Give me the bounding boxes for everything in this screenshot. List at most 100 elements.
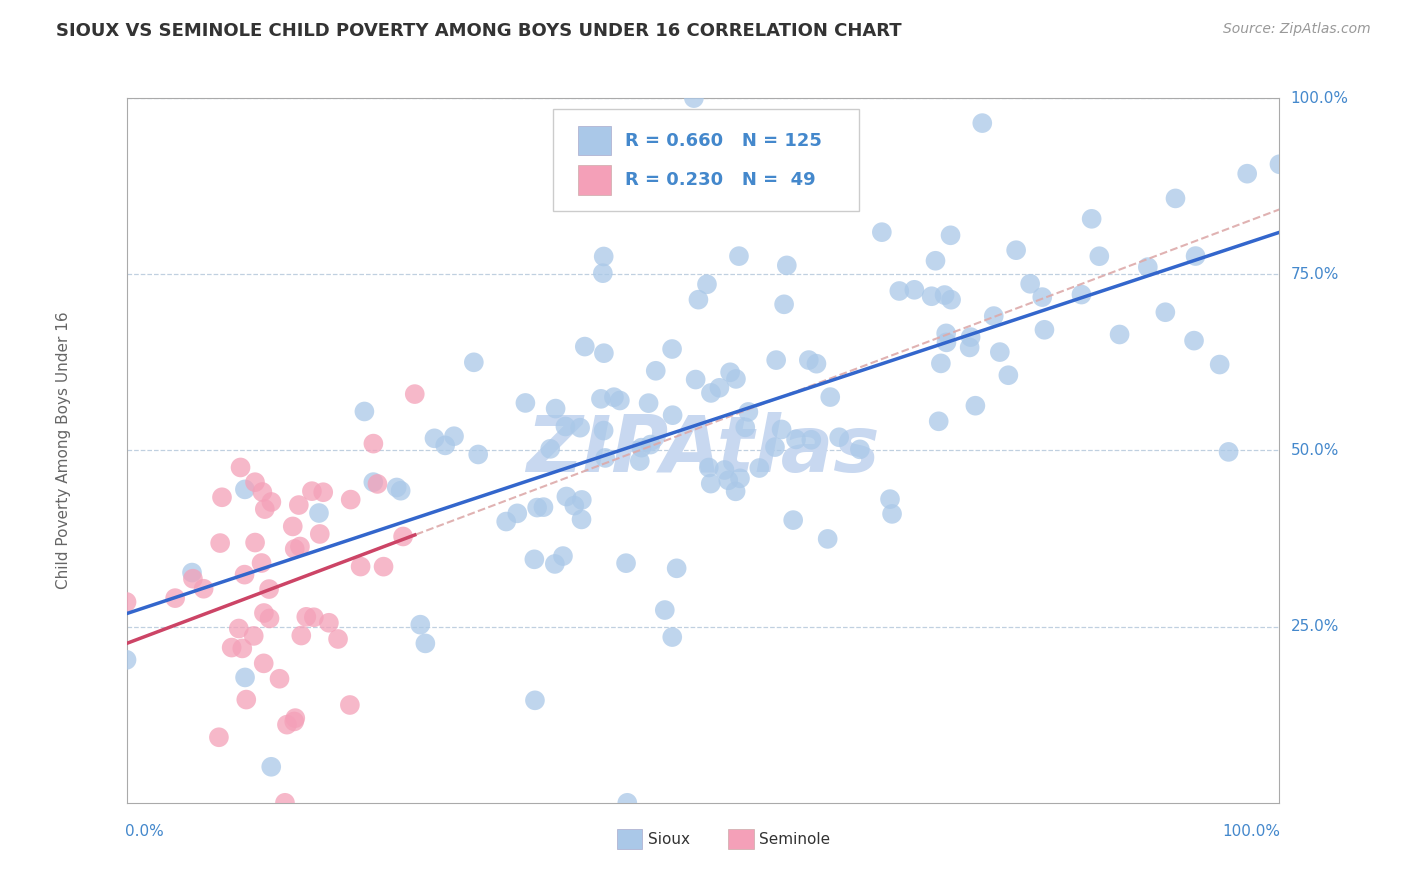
Point (115, 653, 138, 667)
Point (817, 532, 839, 546)
Point (404, 387, 426, 401)
Text: Sioux: Sioux (648, 832, 690, 847)
Point (700, 386, 723, 401)
Text: Seminole: Seminole (759, 832, 831, 847)
Point (770, 422, 793, 436)
Point (1031, 290, 1053, 304)
Point (939, 228, 962, 243)
Point (392, 529, 415, 543)
Bar (578, 126, 610, 155)
Point (233, 670, 256, 684)
Point (260, 760, 283, 774)
Point (229, 460, 252, 475)
Point (1070, 287, 1092, 301)
Point (209, 536, 232, 550)
Point (562, 499, 585, 513)
Point (929, 356, 952, 370)
Text: 75.0%: 75.0% (1291, 267, 1339, 282)
Text: ZIPAtlas: ZIPAtlas (526, 412, 880, 489)
Point (921, 289, 943, 303)
Point (1019, 277, 1042, 291)
FancyBboxPatch shape (553, 109, 859, 211)
Point (765, 353, 787, 368)
Point (281, 519, 304, 533)
Point (589, 392, 612, 406)
Point (288, 498, 311, 512)
Point (423, 431, 446, 445)
Point (574, 340, 596, 354)
Point (181, 566, 204, 580)
Point (1136, 260, 1159, 274)
Point (523, 552, 546, 566)
Point (1182, 334, 1205, 348)
Point (463, 355, 485, 369)
Point (734, 420, 756, 434)
Point (928, 414, 950, 428)
Point (879, 492, 901, 507)
Point (717, 473, 740, 487)
Point (616, 796, 638, 810)
Point (533, 500, 555, 515)
Point (700, 476, 723, 491)
Point (773, 297, 796, 311)
Text: Child Poverty Among Boys Under 16: Child Poverty Among Boys Under 16 (56, 311, 70, 590)
Point (385, 480, 408, 494)
Point (415, 636, 437, 650)
Point (339, 492, 361, 507)
Point (284, 711, 307, 725)
Point (467, 447, 489, 461)
Point (363, 436, 385, 450)
Point (728, 471, 751, 485)
Point (242, 629, 264, 643)
Text: 25.0%: 25.0% (1291, 619, 1339, 634)
Point (640, 437, 662, 451)
Point (737, 405, 759, 419)
Point (165, 591, 187, 606)
Point (274, 796, 297, 810)
Point (718, 365, 741, 379)
Point (965, 399, 987, 413)
Text: SIOUX VS SEMINOLE CHILD POVERTY AMONG BOYS UNDER 16 CORRELATION CHART: SIOUX VS SEMINOLE CHILD POVERTY AMONG BO… (56, 22, 901, 40)
Point (785, 433, 807, 447)
Point (233, 483, 256, 497)
Point (228, 622, 250, 636)
Point (889, 284, 911, 298)
Point (349, 559, 371, 574)
Point (748, 461, 770, 475)
Text: R = 0.230   N =  49: R = 0.230 N = 49 (624, 171, 815, 189)
Point (301, 484, 323, 499)
Point (1088, 249, 1111, 263)
Point (288, 540, 311, 554)
Point (290, 628, 312, 642)
Point (260, 495, 283, 509)
Point (544, 557, 567, 571)
Point (253, 502, 276, 516)
Point (366, 477, 388, 491)
Point (683, 91, 706, 105)
Point (724, 484, 747, 499)
Point (373, 559, 395, 574)
Point (495, 515, 517, 529)
Point (409, 617, 432, 632)
Point (115, 595, 138, 609)
Point (603, 390, 626, 404)
Point (538, 442, 561, 456)
Point (515, 396, 537, 410)
Point (797, 353, 820, 368)
Point (1005, 243, 1028, 257)
Point (593, 346, 616, 360)
Point (870, 225, 893, 239)
Text: 50.0%: 50.0% (1291, 443, 1339, 458)
Point (523, 693, 546, 707)
Point (654, 603, 676, 617)
Point (1108, 327, 1130, 342)
Point (709, 381, 731, 395)
Point (628, 454, 651, 468)
Point (763, 440, 786, 454)
Point (592, 250, 614, 264)
Point (193, 582, 215, 596)
Text: 0.0%: 0.0% (125, 824, 165, 839)
Text: Source: ZipAtlas.com: Source: ZipAtlas.com (1223, 22, 1371, 37)
Point (713, 463, 735, 477)
Point (1154, 305, 1177, 319)
